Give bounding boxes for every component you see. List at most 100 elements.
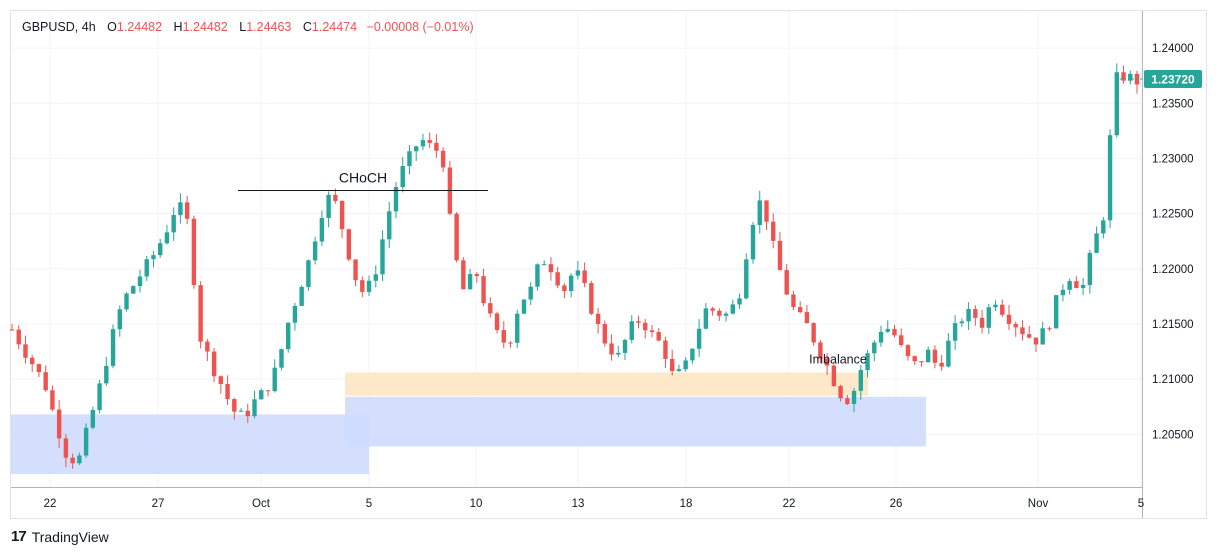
tradingview-brand[interactable]: 17 TradingView — [11, 528, 109, 545]
candle-body — [696, 328, 702, 349]
grid — [11, 11, 1142, 487]
candle-body — [171, 215, 176, 233]
candle-body — [541, 264, 547, 266]
candle-body — [164, 232, 170, 244]
candle-body — [420, 140, 426, 147]
candle-body — [494, 313, 500, 331]
price-tick-label: 1.24000 — [1152, 43, 1194, 55]
candle-body — [56, 409, 62, 439]
candle-body — [663, 340, 668, 359]
candle-body — [1074, 281, 1079, 289]
candle-body — [959, 321, 965, 324]
candle-body — [946, 340, 951, 367]
chart-border — [10, 10, 1207, 519]
candle-body — [811, 323, 816, 343]
candle-body — [346, 229, 352, 260]
price-tick-label: 1.20500 — [1152, 429, 1194, 441]
candle-body — [245, 410, 250, 417]
candles — [9, 63, 1140, 469]
price-tick-label: 1.23000 — [1152, 153, 1194, 165]
candle-body — [333, 194, 338, 201]
candle-body — [144, 259, 149, 277]
candle-body — [1128, 73, 1133, 81]
candle-body — [737, 298, 742, 305]
candle-body — [899, 335, 904, 346]
candle-body — [393, 186, 399, 212]
candle-body — [616, 352, 621, 355]
candle-body — [319, 218, 325, 242]
candle-body — [952, 323, 958, 341]
price-tick-label: 1.22500 — [1152, 209, 1194, 221]
candle-body — [43, 372, 48, 391]
candle-body — [467, 274, 473, 290]
candle-body — [986, 307, 991, 328]
candle-body — [279, 349, 284, 368]
low-label: L — [239, 20, 247, 34]
candle-body — [90, 409, 96, 428]
candle-body — [23, 344, 28, 358]
candle-body — [528, 286, 533, 300]
candle-body — [589, 283, 594, 314]
candle-body — [905, 345, 911, 357]
time-tick-label: Oct — [252, 498, 271, 510]
candle-body — [865, 353, 870, 371]
brand-name: TradingView — [31, 528, 109, 545]
candle-body — [211, 351, 217, 377]
candle-body — [1107, 135, 1113, 221]
candle-body — [784, 270, 789, 295]
candle-body — [683, 360, 688, 370]
candle-body — [225, 384, 230, 400]
candle-body — [831, 365, 837, 387]
candle-body — [299, 286, 304, 306]
last-price-badge-bg — [1144, 69, 1202, 88]
candle-body — [427, 140, 432, 143]
demand-zone-wide — [345, 396, 926, 447]
candle-body — [387, 211, 392, 240]
candle-body — [137, 276, 143, 287]
candle-body — [63, 438, 69, 458]
candle-body — [595, 313, 601, 325]
candle-body — [878, 331, 884, 343]
candle-body — [461, 260, 466, 290]
candle-body — [932, 349, 938, 363]
candle-body — [339, 200, 345, 230]
low-value: 1.24463 — [246, 20, 292, 34]
candle-body — [629, 321, 634, 340]
demand-zone-left — [11, 414, 369, 475]
candle-body — [515, 313, 520, 343]
candle-body — [501, 330, 506, 343]
candle-body — [1114, 72, 1119, 136]
candle-body — [70, 457, 75, 464]
price-tick-label: 1.23500 — [1152, 98, 1194, 110]
candle-body — [434, 142, 439, 151]
imbalance-zone — [345, 372, 868, 396]
time-axis[interactable]: 22 27 Oct 5 10 13 18 22 26 Nov 5 — [44, 498, 1145, 510]
candle-body — [824, 358, 830, 366]
interval-label[interactable]: 4h — [81, 20, 96, 34]
candle-body — [690, 348, 695, 361]
candle-body — [845, 398, 850, 405]
candle-body — [838, 386, 843, 399]
candle-body — [582, 270, 587, 284]
time-tick-label: 22 — [44, 498, 57, 510]
symbol-name[interactable]: GBPUSD — [22, 20, 75, 34]
candle-body — [77, 455, 82, 464]
candle-body — [198, 285, 203, 342]
annotations: CHoCH Imbalance — [238, 169, 867, 367]
candle-body — [1033, 337, 1039, 345]
candle-body — [892, 328, 897, 336]
time-tick-label: 26 — [890, 498, 903, 510]
candle-body — [939, 362, 944, 367]
candle-body — [158, 243, 163, 256]
candle-body — [9, 329, 15, 331]
candle-body — [205, 341, 210, 352]
candle-body — [1060, 289, 1066, 296]
last-price-value: 1.23720 — [1151, 72, 1195, 86]
candle-body — [1040, 328, 1045, 345]
candle-body — [979, 317, 985, 328]
candle-body — [353, 259, 358, 281]
close-value: 1.24474 — [311, 20, 358, 34]
price-axis[interactable]: 1.24000 1.23500 1.23000 1.22500 1.22000 1.215… — [1152, 43, 1194, 441]
candle-body — [1101, 220, 1106, 234]
